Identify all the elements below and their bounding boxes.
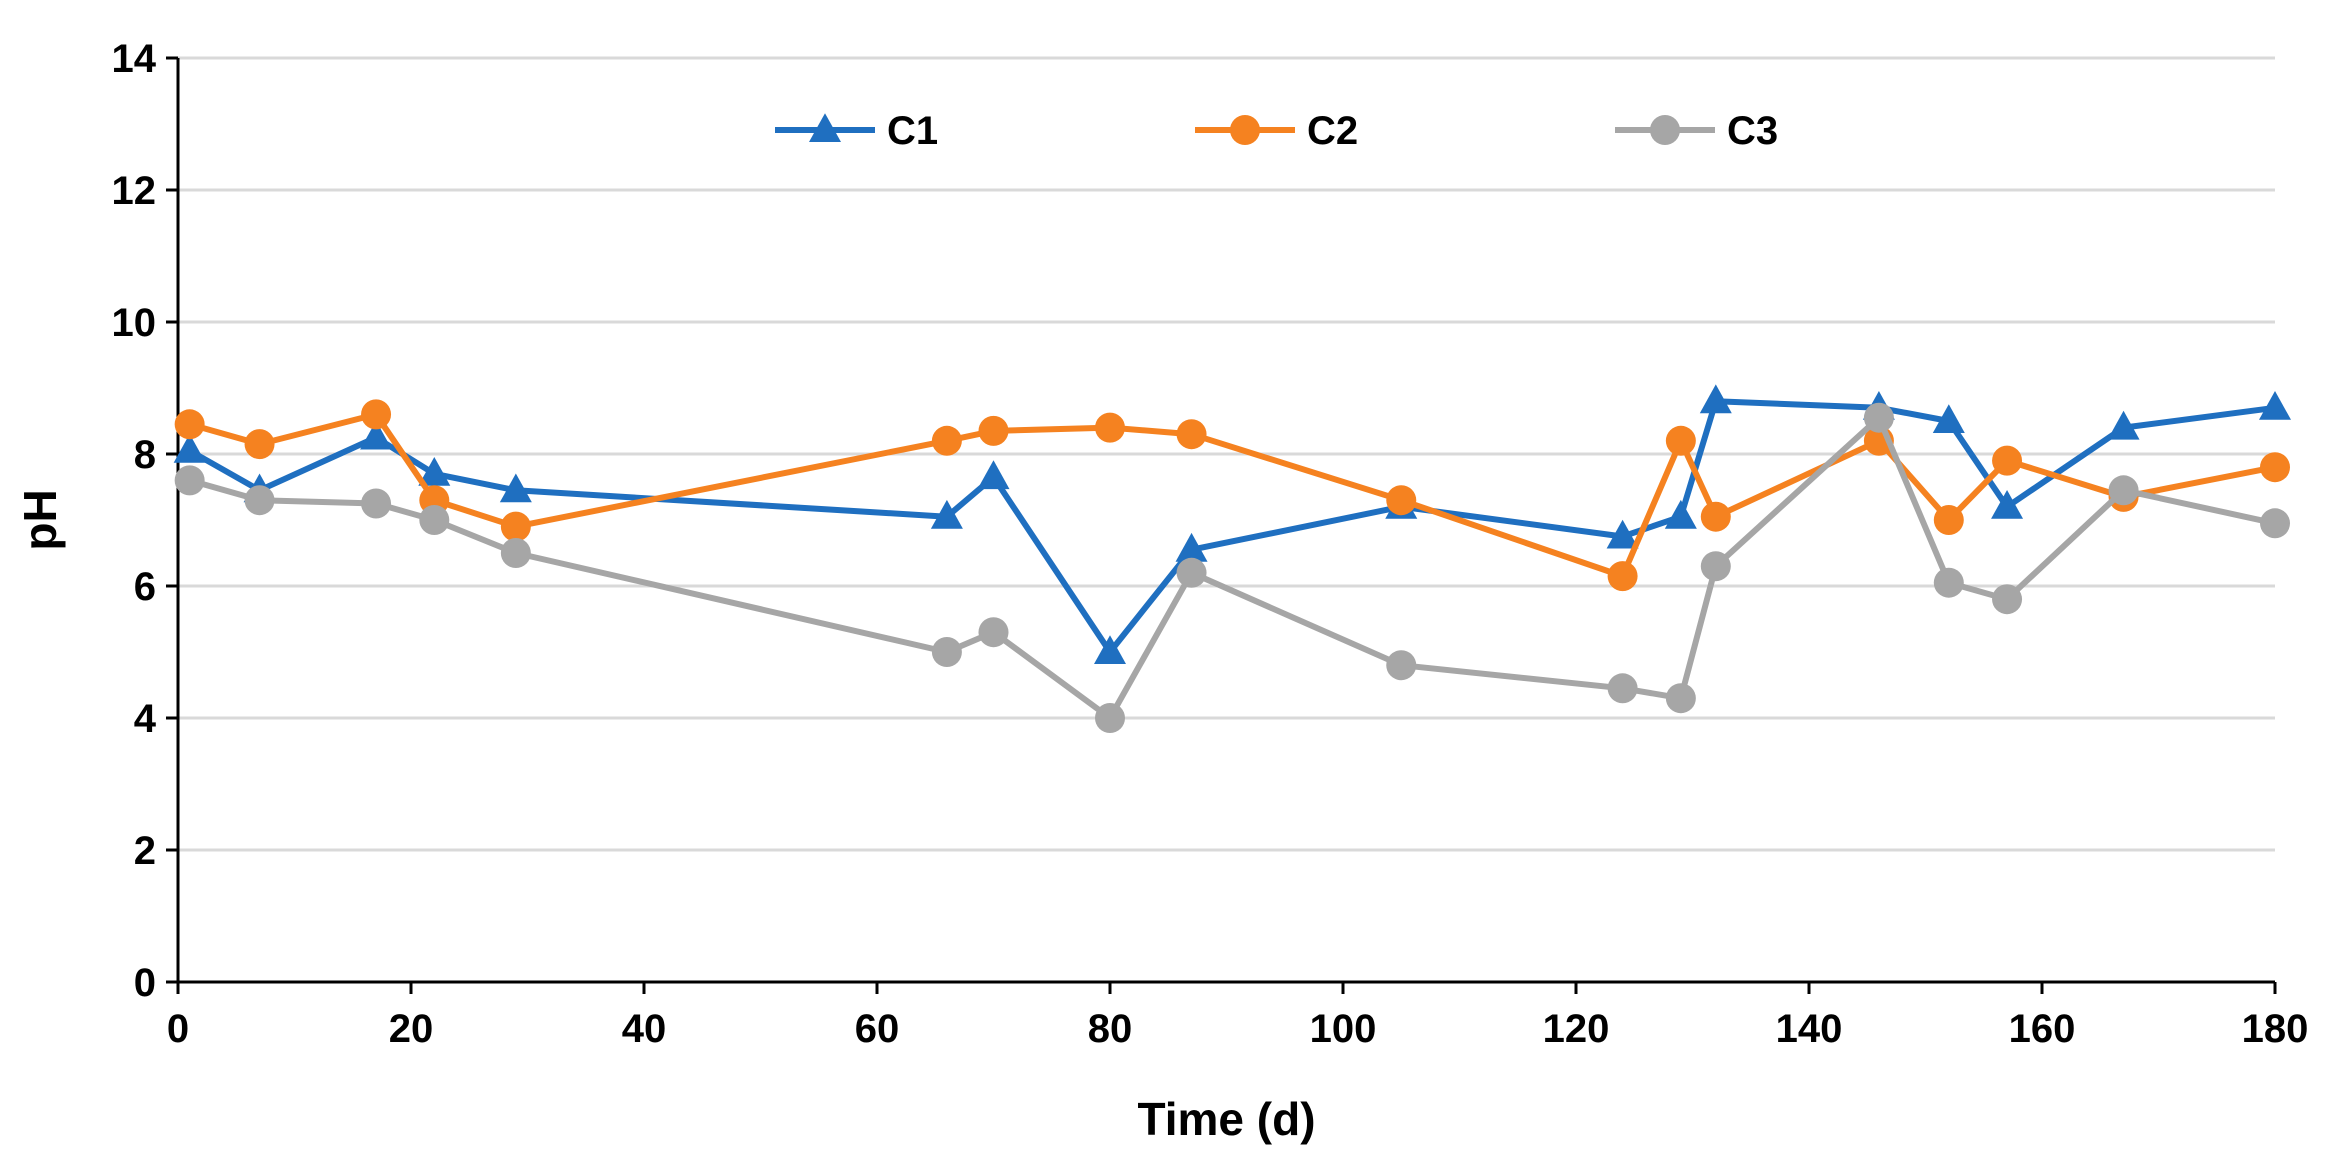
data-point-c2 — [1933, 505, 1964, 535]
data-point-c3 — [1992, 584, 2023, 615]
x-tick-label: 140 — [1776, 1007, 1843, 1051]
data-point-c3 — [1665, 683, 1696, 714]
series-line-c1 — [188, 398, 2276, 655]
data-point-c3 — [174, 465, 205, 496]
y-tick-label: 12 — [112, 169, 157, 213]
y-axis-title: pH — [14, 489, 66, 550]
data-point-c2 — [978, 415, 1009, 446]
data-point-c3 — [244, 485, 275, 516]
legend-swatch-marker — [1650, 115, 1680, 145]
data-point-c3 — [1933, 567, 1964, 598]
x-tick-label: 60 — [855, 1007, 900, 1051]
data-point-c2 — [1095, 412, 1125, 443]
data-point-c2 — [500, 511, 531, 542]
y-tick-label: 2 — [134, 829, 156, 873]
data-point-c2 — [361, 399, 392, 430]
data-point-c2 — [931, 425, 962, 456]
data-point-c1 — [1175, 532, 1208, 562]
legend-label-c1: C1 — [887, 109, 938, 153]
data-point-c3 — [419, 505, 450, 535]
data-point-c1 — [1664, 499, 1697, 529]
data-point-c2 — [174, 409, 205, 440]
data-point-c3 — [361, 488, 392, 519]
x-tick-label: 180 — [2242, 1007, 2309, 1051]
x-tick-label: 0 — [167, 1007, 189, 1051]
data-point-c2 — [244, 429, 275, 460]
data-point-c1 — [930, 499, 963, 529]
data-point-c3 — [978, 617, 1009, 648]
data-point-c2 — [1386, 485, 1417, 516]
series-c3 — [174, 402, 2290, 733]
data-point-c1 — [2107, 410, 2140, 440]
data-point-c2 — [1700, 501, 1731, 532]
legend-item-c2[interactable]: C2 — [1195, 109, 1358, 153]
data-point-c1 — [1932, 404, 1965, 433]
series-c1 — [173, 384, 2291, 664]
x-tick-label: 160 — [2009, 1007, 2076, 1051]
data-point-c3 — [1607, 673, 1638, 704]
series-line-c3 — [188, 414, 2276, 721]
legend[interactable]: C1 C2 C3 — [775, 109, 1778, 153]
y-tick-label: 4 — [134, 697, 157, 741]
data-point-c3 — [1176, 557, 1207, 588]
data-point-c3 — [2108, 475, 2139, 506]
y-tick-label: 14 — [112, 37, 157, 81]
series-layer — [173, 384, 2291, 733]
data-point-c3 — [500, 538, 531, 568]
x-tick-label: 120 — [1543, 1007, 1610, 1051]
data-point-c1 — [2259, 391, 2291, 420]
y-tick-label: 10 — [112, 301, 157, 345]
data-point-c1 — [173, 433, 206, 463]
legend-item-c3[interactable]: C3 — [1615, 109, 1778, 153]
data-point-c3 — [1700, 551, 1731, 582]
data-point-c1 — [1606, 519, 1639, 549]
x-tick-label: 100 — [1310, 1007, 1377, 1051]
legend-label-c2: C2 — [1307, 109, 1358, 153]
data-point-c1 — [1991, 490, 2024, 519]
series-c2 — [174, 399, 2290, 592]
legend-swatch-marker — [809, 113, 841, 142]
x-tick-label: 20 — [389, 1007, 434, 1051]
y-tick-label: 0 — [134, 961, 156, 1005]
x-tick-label: 40 — [622, 1007, 667, 1051]
data-point-c3 — [2260, 508, 2290, 539]
y-tick-label: 6 — [134, 565, 156, 609]
legend-label-c3: C3 — [1727, 109, 1778, 153]
data-point-c3 — [1863, 402, 1894, 433]
data-point-c1 — [977, 460, 1010, 490]
axes — [176, 58, 2275, 984]
data-point-c1 — [1699, 384, 1732, 414]
data-point-c3 — [1386, 650, 1417, 681]
data-point-c1 — [499, 473, 532, 503]
data-point-c2 — [1607, 561, 1638, 592]
data-point-c2 — [1176, 419, 1207, 450]
data-point-c1 — [360, 420, 393, 450]
data-point-c2 — [1992, 445, 2023, 476]
data-point-c3 — [931, 637, 962, 667]
legend-item-c1[interactable]: C1 — [775, 109, 938, 153]
x-tick-label: 80 — [1088, 1007, 1133, 1051]
data-point-c2 — [2260, 452, 2290, 483]
legend-swatch-marker — [1230, 115, 1260, 145]
data-point-c3 — [1095, 703, 1125, 733]
data-point-c1 — [418, 457, 451, 486]
x-axis-title: Time (d) — [1137, 1093, 1315, 1145]
gridlines — [178, 56, 2275, 852]
data-point-c2 — [1665, 425, 1696, 456]
y-tick-label: 8 — [134, 433, 156, 477]
data-point-c1 — [1094, 635, 1126, 664]
